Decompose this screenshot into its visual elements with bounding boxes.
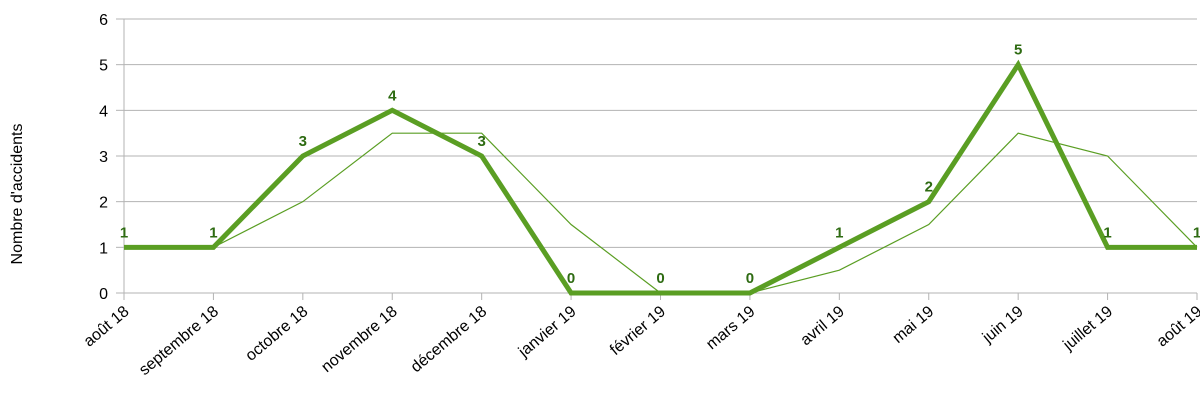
- data-label: 0: [746, 270, 754, 287]
- y-tick-label: 5: [99, 58, 108, 75]
- grid-lines: [124, 18, 1197, 248]
- y-tick-label: 1: [99, 240, 108, 257]
- data-label: 5: [1014, 42, 1022, 59]
- data-label: 1: [1103, 224, 1111, 241]
- x-tick-label: mai 19: [890, 303, 938, 347]
- data-label: 0: [567, 270, 575, 287]
- x-tick-label: décembre 18: [408, 303, 491, 376]
- x-tick-label: juin 19: [979, 303, 1027, 347]
- x-tick-label: novembre 18: [318, 303, 401, 376]
- x-tick-labels: août 18 septembre 18 octobre 18 novembre 18…: [81, 303, 1200, 379]
- data-label: 1: [209, 224, 217, 241]
- x-tick-label: août 19: [1154, 303, 1200, 350]
- data-label: 1: [1193, 224, 1200, 241]
- axes: [116, 18, 1198, 300]
- x-tick-label: septembre 18: [136, 303, 222, 379]
- data-label: 2: [925, 179, 933, 196]
- x-tick-label: juillet 19: [1059, 303, 1116, 354]
- y-tick-label: 2: [99, 195, 108, 212]
- data-label: 3: [299, 133, 307, 150]
- x-tick-label: janvier 19: [515, 303, 580, 361]
- data-labels: 1 1 3 4 3 0 0 0 1 2 5 1 1: [120, 42, 1200, 287]
- series-lines: [124, 59, 1198, 296]
- data-label: 1: [835, 224, 843, 241]
- y-tick-label: 6: [99, 12, 108, 29]
- x-tick-label: octobre 18: [243, 303, 312, 365]
- y-tick-label: 4: [99, 103, 108, 120]
- y-tick-labels: 0 1 2 3 4 5 6: [99, 12, 108, 303]
- y-tick-label: 0: [99, 286, 108, 303]
- x-tick-label: mars 19: [703, 303, 758, 353]
- data-label: 4: [388, 87, 397, 104]
- data-label: 0: [656, 270, 664, 287]
- x-tick-label: août 18: [81, 303, 133, 350]
- data-label: 1: [120, 224, 128, 241]
- data-label: 3: [477, 133, 485, 150]
- series-line-main: [124, 59, 1197, 296]
- y-axis-label: Nombre d'accidents: [9, 124, 26, 265]
- y-tick-label: 3: [99, 149, 108, 166]
- x-tick-label: février 19: [607, 303, 669, 359]
- x-tick-label: avril 19: [797, 303, 848, 349]
